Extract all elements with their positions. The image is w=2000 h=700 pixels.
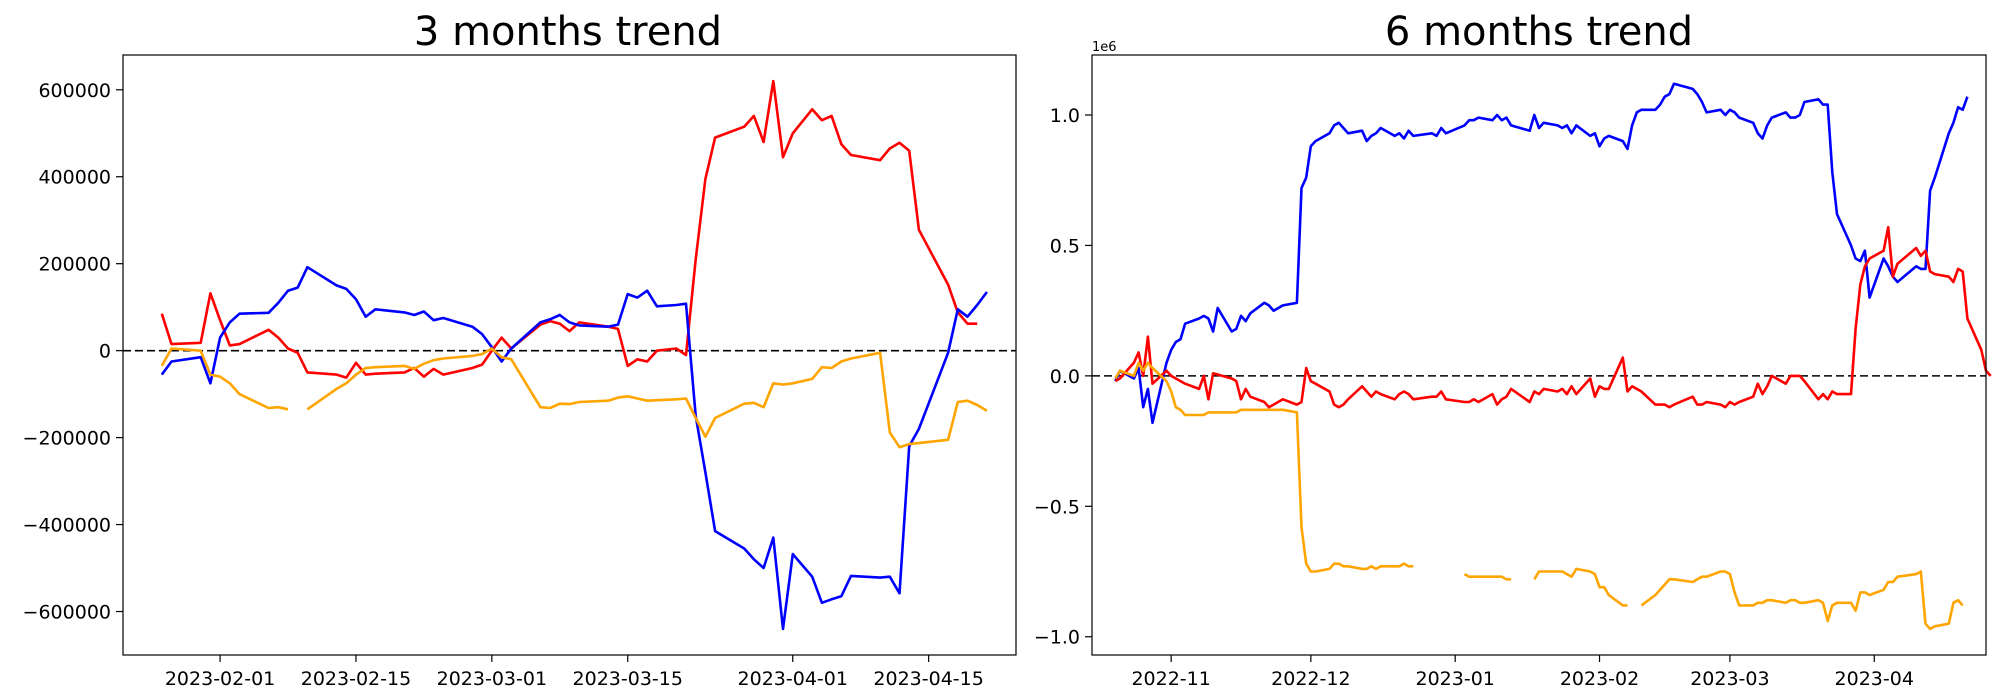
x-tick-label: 2023-02-01 [165,668,275,690]
y-tick-label: −1.0 [1034,627,1080,649]
y-tick-label: 0 [99,341,111,363]
x-tick-label: 2023-02 [1560,668,1639,690]
x-tick-label: 2023-01 [1415,668,1494,690]
series-line-2 [1114,361,1964,631]
chart-title: 6 months trend [1385,9,1693,55]
y-tick-label: 0.0 [1050,366,1080,388]
y-tick-label: 600000 [38,80,111,102]
y-tick-label: −600000 [23,602,111,624]
chart-3-months: 3 months trend 2023-02-01 2023-02-15 2023-… [23,9,1017,690]
y-tick-label: 200000 [38,254,111,276]
y-tick-label: −400000 [23,515,111,537]
chart-title: 3 months trend [414,9,722,55]
y-tick-label: 400000 [38,167,111,189]
series-line-2 [160,347,988,449]
plot-frame [1091,54,1987,656]
plot-frame [122,54,1017,656]
x-tick-label: 2023-04-01 [738,668,848,690]
plot-area: 2022-11 2022-12 2023-01 2023-02 2023-03 2023-… [1034,54,1992,690]
plot-area: 2023-02-01 2023-02-15 2023-03-01 2023-03-15… [23,54,1017,690]
y-tick-label: 0.5 [1050,235,1080,257]
y-tick-label: −0.5 [1034,496,1080,518]
x-tick-label: 2022-11 [1131,668,1210,690]
x-tick-label: 2023-03-15 [573,668,683,690]
x-tick-label: 2023-02-15 [301,668,411,690]
x-tick-label: 2022-12 [1271,668,1350,690]
x-tick-label: 2023-04 [1835,668,1914,690]
y-offset-label: 1e6 [1092,40,1117,55]
y-tick-label: −200000 [23,428,111,450]
series-line-1 [160,265,988,631]
y-tick-label: 1.0 [1050,105,1080,127]
series-line-1 [1114,225,1992,409]
series-line-0 [1114,82,1969,425]
series-line-0 [160,79,978,379]
x-tick-label: 2023-03-01 [437,668,547,690]
x-tick-label: 2023-03 [1690,668,1769,690]
x-tick-label: 2023-04-15 [873,668,983,690]
chart-6-months: 6 months trend 1e6 2022-11 2022-12 2023-01… [1034,9,1992,690]
